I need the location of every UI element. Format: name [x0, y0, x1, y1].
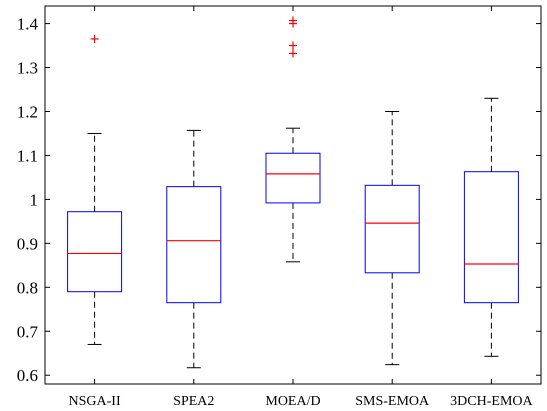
- box-series-4: [364, 110, 420, 366]
- y-tick-label: 0.8: [17, 278, 38, 297]
- x-tick-label: NSGA-II: [69, 394, 121, 409]
- outlier-marker: [289, 16, 297, 25]
- box-series-1: [67, 34, 123, 345]
- y-tick-label: 0.7: [17, 322, 39, 341]
- outlier-marker: [90, 34, 99, 43]
- iqr-box: [265, 152, 321, 204]
- x-tick-label: SPEA2: [173, 394, 214, 409]
- box-series-5: [463, 97, 519, 357]
- x-tick-label: 3DCH-EMOA: [450, 394, 533, 409]
- iqr-box: [364, 184, 420, 274]
- x-axis: NSGA-II SPEA2 MOEA/D SMS-EMOA 3DCH-EMOA: [69, 6, 534, 409]
- box-series-2: [166, 129, 222, 369]
- y-tick-label: 1.3: [17, 59, 38, 78]
- plot-area-frame: [44, 5, 542, 385]
- x-tick-label: MOEA/D: [265, 394, 320, 409]
- y-tick-label: 1.4: [17, 15, 39, 34]
- box-series-3: [265, 16, 321, 263]
- boxes-group: [67, 16, 519, 369]
- y-tick-label: 1: [30, 190, 39, 209]
- iqr-box: [67, 211, 123, 293]
- y-tick-label: 1.1: [17, 146, 38, 165]
- iqr-box: [166, 186, 222, 304]
- iqr-box: [463, 171, 519, 304]
- outlier-marker: [289, 49, 297, 58]
- y-tick-label: 0.9: [17, 234, 38, 253]
- y-axis: 0.6 0.7 0.8 0.9 1 1.1 1.2 1.3 1.4: [17, 15, 541, 385]
- y-tick-label: 1.2: [17, 102, 38, 121]
- y-tick-label: 0.6: [17, 366, 38, 385]
- x-tick-label: SMS-EMOA: [355, 394, 430, 409]
- outlier-marker: [289, 41, 297, 50]
